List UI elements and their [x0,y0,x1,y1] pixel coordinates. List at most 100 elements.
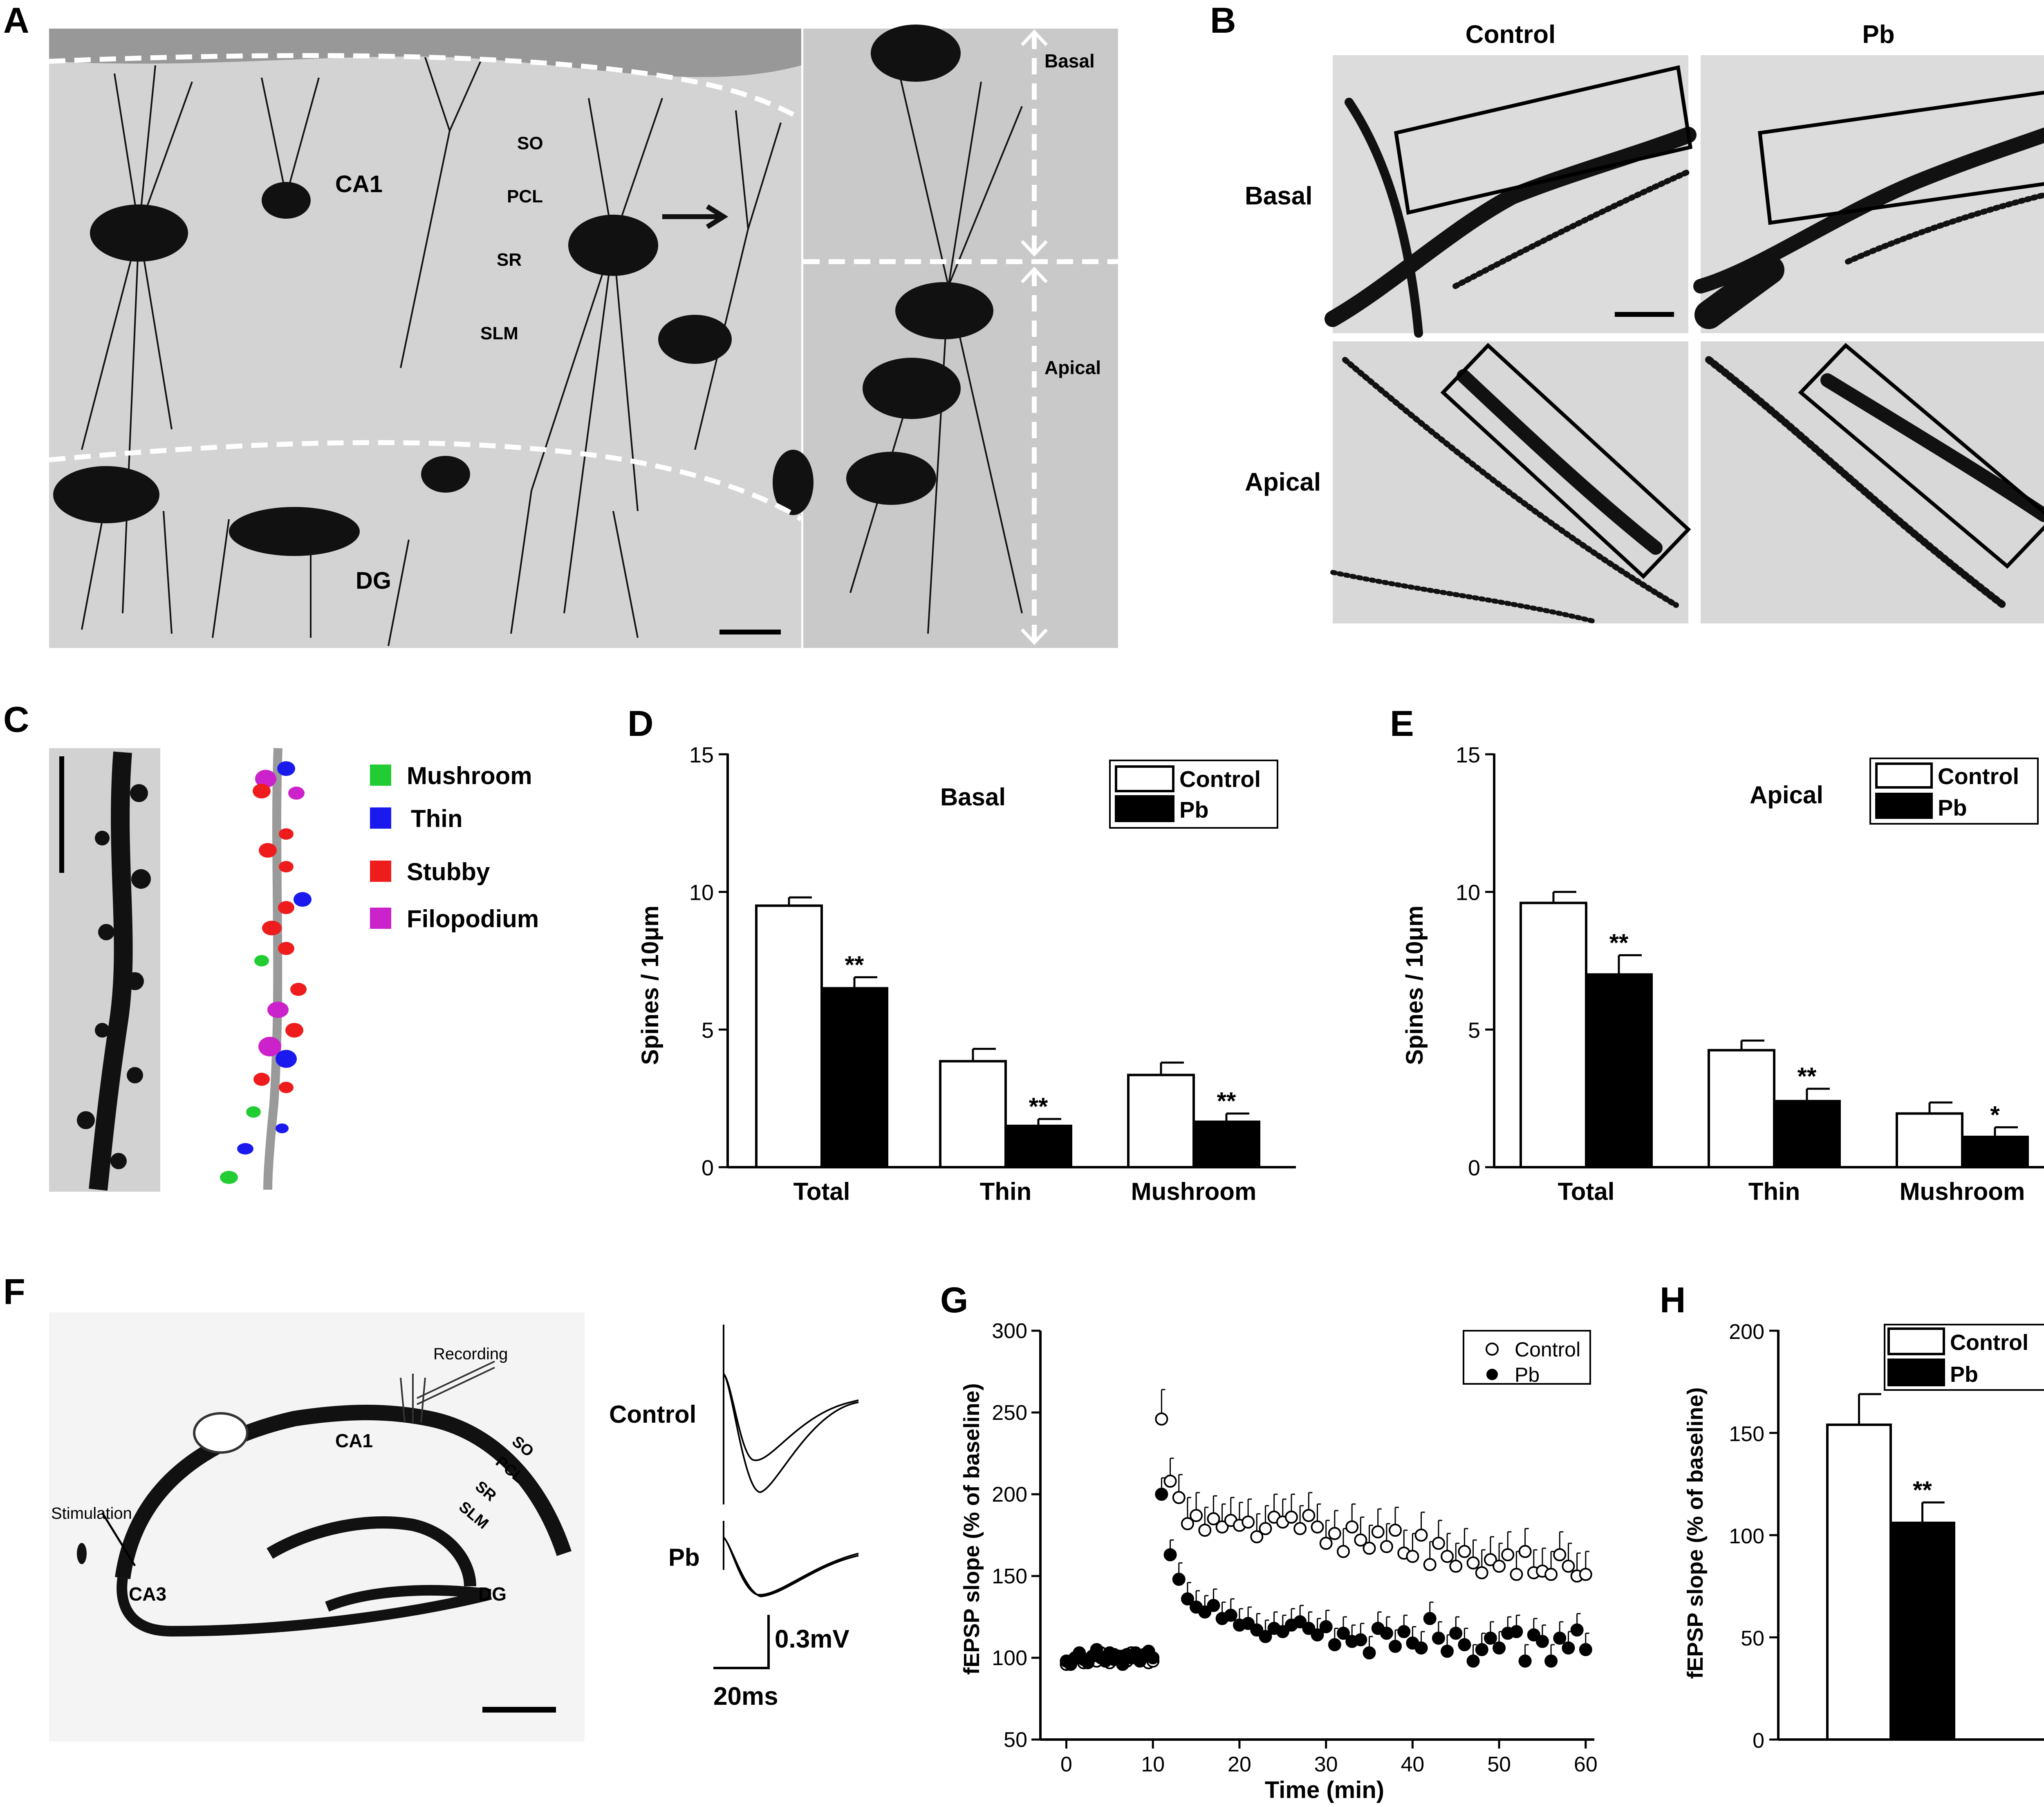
chart-g-point-control [1510,1568,1523,1581]
chart-e-bar-control [1708,1049,1775,1168]
chart-g-legend-marker-control [1486,1343,1499,1356]
chart-g-point-pb [1484,1632,1497,1645]
chart-e-ytick-label: 10 [1456,881,1480,905]
legend-swatch-mushroom [370,764,391,786]
panel-letter-a: A [3,0,29,40]
panel-letter-c: C [3,699,29,740]
chart-g-xtick-label: 50 [1487,1753,1511,1776]
slice-label-ca3: CA3 [129,1583,166,1605]
legend-label-thin: Thin [411,805,463,832]
chart-g-point-pb [1163,1548,1177,1561]
chart-g-point-control [1466,1556,1480,1569]
chart-g-point-pb [1181,1592,1194,1605]
chart-g-point-pb [1544,1655,1558,1668]
chart-e-legend-control: Control [1938,763,2019,789]
chart-g-point-control [1579,1568,1592,1581]
chart-g-point-pb [1423,1612,1437,1625]
chart-g-point-pb [1328,1638,1341,1651]
chart-d-title: Basal [940,783,1006,811]
chart-g-legend-marker-pb [1486,1369,1498,1380]
chart-h-ytick-label: 150 [1729,1422,1764,1446]
chart-d-bar-pb [820,987,888,1168]
chart-e-ytick-label: 5 [1468,1018,1480,1042]
chart-g-xtick-label: 10 [1141,1753,1165,1776]
slice-label-ca1: CA1 [335,1430,373,1451]
chart-g-xtick-label: 20 [1228,1753,1251,1776]
chart-h-legend-swatch-control [1887,1327,1945,1355]
chart-d-ytick-label: 15 [689,743,714,767]
chart-g-point-pb [1562,1641,1575,1655]
chart-g-point-control [1328,1527,1341,1540]
chart-g-point-pb [1466,1655,1480,1668]
chart-g-point-pb [1198,1605,1212,1619]
chart-g-legend-pb: Pb [1515,1363,1540,1386]
chart-d-ytick-label: 0 [702,1156,714,1180]
chart-g-point-control [1319,1537,1333,1550]
chart-h-legend: Control Pb [1884,1324,2044,1391]
trace-label-pb: Pb [668,1544,700,1571]
chart-h-legend-control: Control [1950,1330,2028,1355]
chart-g-point-control [1475,1566,1488,1579]
chart-g-ytick-label: 300 [992,1319,1027,1343]
chart-d-significance: ** [1029,1093,1048,1120]
panel-b-micrographs: Control Pb Basal Apical [1245,20,2044,624]
panel-a-micrograph: CA1 DG SO PCL SR SLM Basal Apical [49,25,1118,648]
chart-e-legend-swatch-control [1875,762,1933,789]
chart-g-point-control [1354,1533,1367,1547]
chart-g-point-pb [1155,1488,1168,1501]
chart-g-point-pb [1441,1645,1454,1658]
chart-d-category-label: Total [793,1178,850,1205]
slice-label-dg: DG [478,1583,507,1605]
chart-g-point-pb [1414,1641,1428,1655]
legend-label-mushroom: Mushroom [407,762,532,789]
column-label-control: Control [1466,20,1555,49]
chart-g-point-control [1311,1520,1324,1533]
chart-g-point-pb [1493,1641,1506,1655]
chart-d-legend-control: Control [1179,766,1261,792]
chart-g-point-control [1553,1548,1567,1561]
trace-label-control: Control [609,1401,696,1428]
chart-g-point-pb [1449,1627,1463,1640]
chart-d-bar-pb [1004,1125,1072,1168]
chart-g-point-pb [1535,1635,1549,1648]
chart-d-legend-swatch-control [1115,765,1174,792]
chart-g-point-control [1172,1491,1186,1504]
chart-g-point-control [1284,1511,1298,1524]
chart-g-point-control [1432,1537,1445,1550]
panel-letter-f: F [3,1271,25,1312]
legend-label-stubby: Stubby [407,858,490,886]
chart-g-point-control [1181,1517,1194,1530]
chart-d-category-label: Mushroom [1131,1178,1257,1205]
chart-h-significance: ** [1913,1476,1932,1504]
chart-d-significance: ** [845,951,864,978]
chart-g-point-control [1484,1553,1497,1566]
chart-g-point-control [1198,1524,1212,1537]
scale-time: 20ms [713,1682,778,1711]
label-sr: SR [497,250,522,270]
label-basal: Basal [1044,50,1095,72]
chart-g-point-pb [1397,1625,1411,1638]
chart-e-ytick-label: 0 [1468,1156,1480,1180]
chart-g-legend-control: Control [1515,1338,1580,1361]
chart-h-ytick-label: 100 [1729,1525,1764,1548]
chart-h-legend-pb: Pb [1950,1362,1978,1387]
chart-g-point-control [1302,1509,1316,1522]
label-ca1: CA1 [335,171,383,197]
column-label-pb: Pb [1862,20,1894,49]
chart-d-significance: ** [1217,1087,1236,1115]
chart-g-point-pb [1224,1609,1237,1622]
chart-g-point-control [1380,1540,1393,1553]
chart-g-point-pb [1518,1655,1532,1668]
chart-g-point-pb [1276,1625,1289,1638]
chart-g-point-pb [1527,1628,1540,1641]
chart-e-bar-control [1896,1112,1963,1168]
chart-d-legend-swatch-pb [1115,795,1174,822]
chart-g-point-control [1501,1548,1515,1561]
chart-e-bar-pb [1585,973,1653,1169]
panel-letter-d: D [628,703,654,744]
chart-e-category-label: Mushroom [1900,1178,2025,1205]
chart-e-bar-pb [1961,1135,2029,1169]
chart-g-point-pb [1570,1623,1584,1637]
chart-d: Basal Spines / 10μm Control Pb 0 5 10 15 ** T… [637,743,1296,1205]
